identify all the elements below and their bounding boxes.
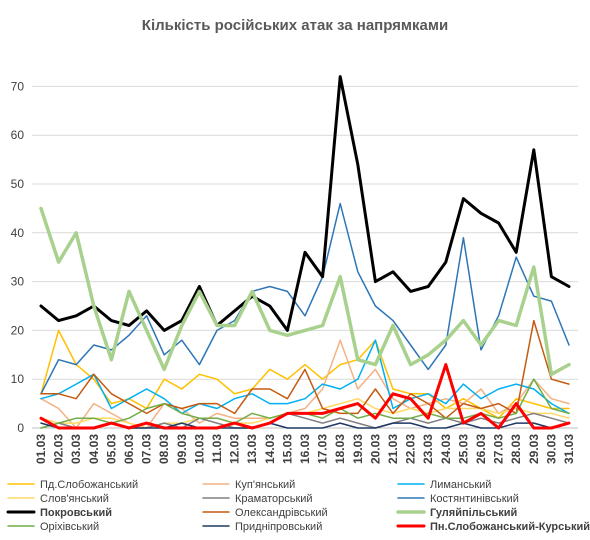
legend-label: Краматорський <box>235 493 313 505</box>
x-tick-label: 01.03 <box>34 434 48 464</box>
y-tick-label: 70 <box>11 79 25 93</box>
legend-label: Пд.Слобожанський <box>40 479 138 491</box>
x-tick-label: 16.03 <box>298 434 312 464</box>
x-tick-label: 19.03 <box>351 434 365 464</box>
chart-title: Кількість російських атак за напрямками <box>142 17 448 34</box>
series-lines <box>39 75 571 430</box>
x-tick-label: 11.03 <box>210 434 224 464</box>
x-tick-label: 14.03 <box>263 434 277 464</box>
legend-item: Костянтинівський <box>397 493 519 505</box>
x-tick-label: 10.03 <box>192 434 206 464</box>
x-tick-label: 21.03 <box>386 434 400 464</box>
legend-item: Гуляйпільський <box>396 507 517 519</box>
x-tick-label: 18.03 <box>333 434 347 464</box>
x-tick-label: 09.03 <box>175 434 189 464</box>
x-tick-label: 22.03 <box>404 434 418 464</box>
x-tick-label: 12.03 <box>228 434 242 464</box>
legend-label: Костянтинівський <box>430 493 519 505</box>
legend-label: Олександрівський <box>235 507 328 519</box>
x-tick-label: 29.03 <box>527 434 541 464</box>
legend-label: Куп'янський <box>235 479 295 491</box>
x-tick-label: 02.03 <box>52 434 66 464</box>
x-tick-label: 04.03 <box>87 434 101 464</box>
legend-item: Слов'янський <box>7 493 109 505</box>
x-tick-label: 07.03 <box>140 434 154 464</box>
legend-item: Куп'янський <box>202 479 295 491</box>
series-line-7 <box>39 75 571 332</box>
legend-item: Краматорський <box>202 493 313 505</box>
x-tick-label: 13.03 <box>245 434 259 464</box>
x-tick-label: 28.03 <box>509 434 523 464</box>
legend-label: Слов'янський <box>40 493 109 505</box>
legend-label: Покровський <box>40 507 112 519</box>
y-tick-label: 10 <box>11 372 25 386</box>
legend-label: Пн.Слобожанський-Курський <box>430 521 590 533</box>
legend-item: Олександрівський <box>202 507 328 519</box>
x-tick-label: 08.03 <box>157 434 171 464</box>
series-line-12 <box>39 363 571 430</box>
legend-item: Придніпровський <box>202 521 322 533</box>
x-tick-label: 23.03 <box>421 434 435 464</box>
y-axis-ticks: 0 10 20 30 40 50 60 70 <box>11 79 25 435</box>
legend-label: Гуляйпільський <box>430 507 517 519</box>
y-tick-label: 30 <box>11 275 25 289</box>
legend-label: Лиманський <box>430 479 491 491</box>
legend: Пд.Слобожанський Куп'янський Лиманський Сло… <box>6 479 590 533</box>
x-axis-ticks: 01.03 02.03 03.03 04.03 05.03 06.03 07.03 08.03… <box>34 434 576 464</box>
legend-label: Оріхівський <box>40 521 99 533</box>
x-tick-label: 25.03 <box>456 434 470 464</box>
x-tick-label: 24.03 <box>439 434 453 464</box>
y-tick-label: 50 <box>11 177 25 191</box>
series-line-6 <box>40 202 570 395</box>
x-tick-label: 31.03 <box>562 434 576 464</box>
y-tick-label: 0 <box>17 421 24 435</box>
series-line-3 <box>40 339 570 415</box>
y-tick-label: 20 <box>11 323 25 337</box>
x-tick-label: 05.03 <box>104 434 118 464</box>
x-tick-label: 30.03 <box>544 434 558 464</box>
series-line-8 <box>40 319 570 419</box>
y-tick-label: 60 <box>11 128 25 142</box>
legend-item: Покровський <box>6 507 112 519</box>
y-tick-label: 40 <box>11 226 25 240</box>
x-tick-label: 03.03 <box>69 434 83 464</box>
x-tick-label: 20.03 <box>368 434 382 464</box>
x-tick-label: 17.03 <box>316 434 330 464</box>
legend-label: Придніпровський <box>235 521 322 533</box>
legend-item: Пн.Слобожанський-Курський <box>396 521 590 533</box>
x-tick-label: 27.03 <box>492 434 506 464</box>
x-tick-label: 26.03 <box>474 434 488 464</box>
legend-item: Пд.Слобожанський <box>7 479 138 491</box>
x-tick-label: 06.03 <box>122 434 136 464</box>
legend-item: Лиманський <box>397 479 491 491</box>
x-tick-label: 15.03 <box>280 434 294 464</box>
series-line-9 <box>39 206 571 377</box>
legend-item: Оріхівський <box>7 521 99 533</box>
